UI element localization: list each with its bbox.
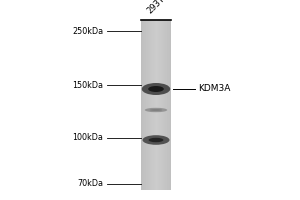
Ellipse shape bbox=[150, 109, 162, 111]
Bar bbox=[149, 20, 150, 190]
Bar bbox=[162, 20, 163, 190]
Bar bbox=[154, 20, 155, 190]
Text: KDM3A: KDM3A bbox=[198, 84, 230, 93]
Bar bbox=[170, 20, 171, 190]
Bar bbox=[169, 20, 170, 190]
Bar bbox=[161, 20, 162, 190]
Bar bbox=[148, 20, 149, 190]
Ellipse shape bbox=[148, 86, 164, 92]
Bar bbox=[166, 20, 167, 190]
Bar bbox=[152, 20, 153, 190]
Bar bbox=[167, 20, 168, 190]
Bar bbox=[160, 20, 161, 190]
Bar bbox=[153, 20, 154, 190]
Ellipse shape bbox=[142, 83, 170, 95]
Text: 100kDa: 100kDa bbox=[73, 134, 103, 142]
Ellipse shape bbox=[145, 108, 167, 112]
Bar bbox=[151, 20, 152, 190]
Bar bbox=[142, 20, 144, 190]
Bar bbox=[145, 20, 146, 190]
Ellipse shape bbox=[148, 138, 164, 142]
Bar bbox=[142, 20, 143, 190]
Bar bbox=[147, 20, 148, 190]
Bar bbox=[160, 20, 161, 190]
Bar bbox=[158, 20, 159, 190]
Bar bbox=[165, 20, 166, 190]
Bar bbox=[150, 20, 151, 190]
Bar bbox=[157, 20, 158, 190]
Bar bbox=[146, 20, 147, 190]
Bar bbox=[154, 20, 155, 190]
Bar bbox=[146, 20, 147, 190]
Bar bbox=[148, 20, 150, 190]
Text: 70kDa: 70kDa bbox=[77, 180, 104, 188]
Text: 150kDa: 150kDa bbox=[73, 81, 103, 90]
Text: 293T: 293T bbox=[146, 0, 167, 15]
Bar bbox=[144, 20, 145, 190]
Bar bbox=[163, 20, 164, 190]
Bar bbox=[143, 20, 144, 190]
Text: 250kDa: 250kDa bbox=[72, 26, 104, 36]
Bar bbox=[155, 20, 156, 190]
Bar bbox=[156, 20, 157, 190]
Bar bbox=[168, 20, 169, 190]
Bar bbox=[167, 20, 168, 190]
Ellipse shape bbox=[142, 135, 170, 145]
Bar bbox=[159, 20, 160, 190]
Bar bbox=[164, 20, 165, 190]
Bar bbox=[169, 20, 171, 190]
Bar bbox=[141, 20, 142, 190]
